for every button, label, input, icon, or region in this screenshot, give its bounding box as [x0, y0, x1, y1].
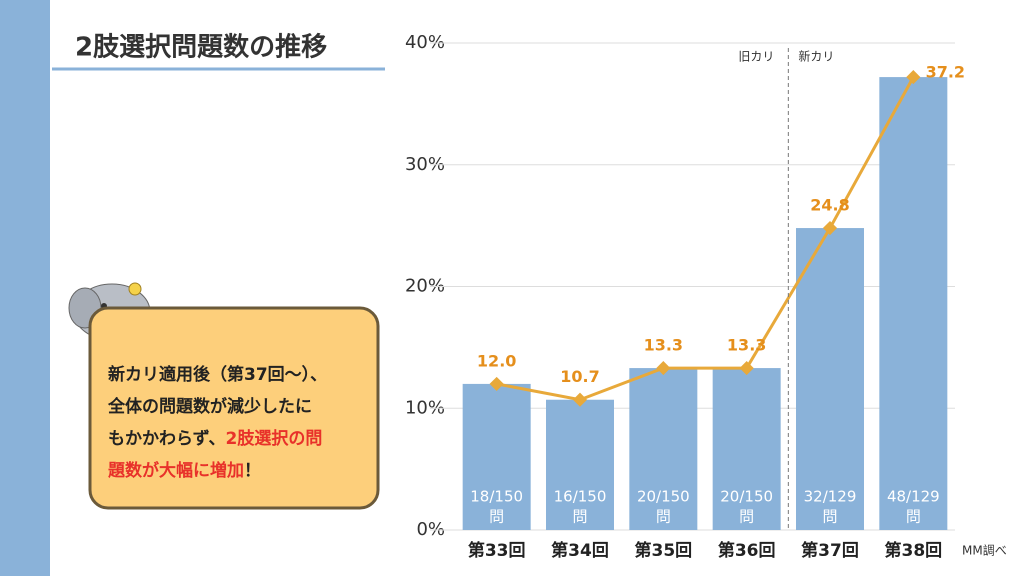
value-label: 13.3 — [644, 336, 683, 355]
bar-label: 20/150 — [720, 488, 773, 506]
y-tick-label: 10% — [405, 397, 445, 418]
value-label: 24.8 — [810, 196, 849, 215]
callout-segment: 2肢選択の問 — [225, 428, 322, 449]
bar — [796, 228, 864, 530]
bar-label: 16/150 — [554, 488, 607, 506]
callout-segment: 全体の問題数が減少したに — [107, 396, 312, 417]
x-tick-label: 第34回 — [551, 540, 609, 561]
chart: 0%10%20%30%40%18/150問第33回16/150問第34回20/1… — [405, 32, 1007, 561]
divider-right-label: 新カリ — [798, 49, 834, 64]
x-tick-label: 第38回 — [884, 540, 942, 561]
callout-segment: 新カリ適用後（第37回〜）、 — [108, 364, 327, 385]
value-label: 13.3 — [727, 336, 766, 355]
callout-line: もかかわらず、2肢選択の問 — [108, 428, 322, 449]
x-tick-label: 第36回 — [718, 540, 776, 561]
side-strip — [0, 0, 50, 576]
bar — [712, 368, 781, 530]
callout-line: 新カリ適用後（第37回〜）、 — [108, 364, 327, 385]
y-tick-label: 30% — [405, 154, 445, 175]
callout-text: 新カリ適用後（第37回〜）、全体の問題数が減少したにもかかわらず、2肢選択の問題… — [107, 364, 327, 481]
callout-segment: ！ — [244, 461, 261, 481]
callout-line: 全体の問題数が減少したに — [107, 396, 312, 417]
bar-label: 問 — [572, 508, 587, 526]
value-label: 37.2 — [926, 63, 965, 82]
bar-label: 18/150 — [470, 488, 523, 506]
bar-label: 問 — [656, 508, 671, 526]
trend-line — [496, 76, 915, 402]
x-tick-label: 第35回 — [634, 540, 692, 561]
x-tick-label: 第37回 — [801, 540, 859, 561]
callout-line: 題数が大幅に増加！ — [108, 460, 261, 481]
bar — [879, 77, 948, 530]
y-tick-label: 40% — [405, 32, 445, 53]
line-marker — [656, 361, 671, 376]
bar — [629, 368, 698, 530]
callout-segment: もかかわらず、 — [108, 429, 225, 449]
line-marker — [489, 376, 504, 391]
line-marker — [906, 70, 921, 85]
bar-label: 問 — [822, 508, 837, 526]
bar — [546, 399, 614, 530]
callout-box — [88, 306, 380, 510]
source: MM調べ — [962, 544, 1007, 558]
bar-label: 20/150 — [637, 488, 690, 506]
bar-label: 問 — [489, 508, 504, 526]
y-tick-label: 20% — [405, 276, 445, 297]
line-marker — [572, 392, 588, 407]
divider-left-label: 旧カリ — [738, 50, 774, 64]
bar — [462, 383, 531, 530]
slide-title: 2肢選択問題数の推移 — [75, 33, 327, 63]
callout-segment: 題数が大幅に増加 — [108, 460, 244, 481]
x-tick-label: 第33回 — [468, 540, 526, 561]
line-marker — [822, 220, 838, 236]
bar-label: 問 — [906, 508, 921, 526]
bar-label: 問 — [739, 508, 754, 526]
line-marker — [739, 361, 754, 376]
bar-label: 48/129 — [887, 488, 940, 506]
bar-label: 32/129 — [804, 488, 857, 506]
value-label: 12.0 — [477, 351, 516, 370]
value-label: 10.7 — [560, 367, 599, 386]
